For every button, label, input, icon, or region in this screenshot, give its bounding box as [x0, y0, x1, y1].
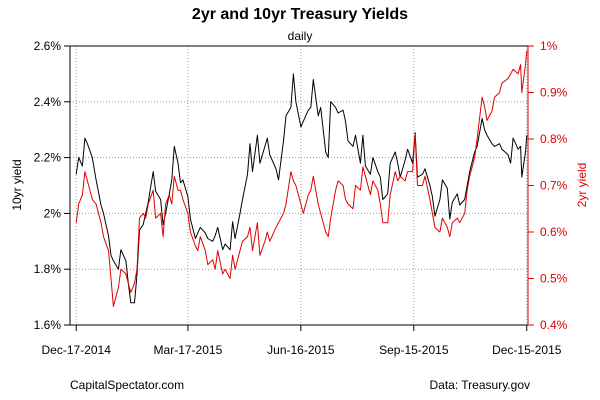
y-tick-label-left: 2.6% — [34, 39, 62, 53]
chart-subtitle: daily — [287, 29, 313, 43]
y-tick-label-right: 0.9% — [540, 86, 568, 100]
y-axis-label-left: 10yr yield — [10, 159, 24, 210]
line-10yr-yield — [75, 73, 528, 304]
x-tick-label: Sep-15-2015 — [379, 343, 449, 357]
x-tick-label: Dec-15-2015 — [492, 343, 562, 357]
footer-data-credit: Data: Treasury.gov — [429, 378, 531, 392]
y-tick-label-left: 2.4% — [34, 95, 62, 109]
chart-title: 2yr and 10yr Treasury Yields — [191, 6, 409, 23]
line-2yr-yield — [75, 50, 528, 307]
grid-layer — [70, 46, 528, 325]
x-tick-label: Jun-16-2015 — [267, 343, 335, 357]
y-tick-label-left: 2.2% — [34, 151, 62, 165]
y-tick-label-left: 1.8% — [34, 262, 62, 276]
y-tick-label-right: 0.7% — [540, 179, 568, 193]
y-tick-label-right: 0.5% — [540, 272, 568, 286]
axis-layer: Dec-17-2014 Mar-17-2015 Jun-16-2015 Sep-15-… — [34, 39, 568, 357]
y-tick-label-left: 1.6% — [34, 318, 62, 332]
y-tick-label-right: 0.4% — [540, 318, 568, 332]
y-tick-label-right: 0.6% — [540, 225, 568, 239]
series-layer — [75, 50, 528, 307]
y-tick-label-right: 1% — [540, 39, 558, 53]
x-tick-label: Dec-17-2014 — [42, 343, 112, 357]
x-tick-label: Mar-17-2015 — [154, 343, 223, 357]
y-tick-label-left: 2% — [44, 206, 62, 220]
footer-source-site: CapitalSpectator.com — [70, 378, 185, 392]
y-axis-label-right: 2yr yield — [575, 163, 589, 208]
y-tick-label-right: 0.8% — [540, 132, 568, 146]
